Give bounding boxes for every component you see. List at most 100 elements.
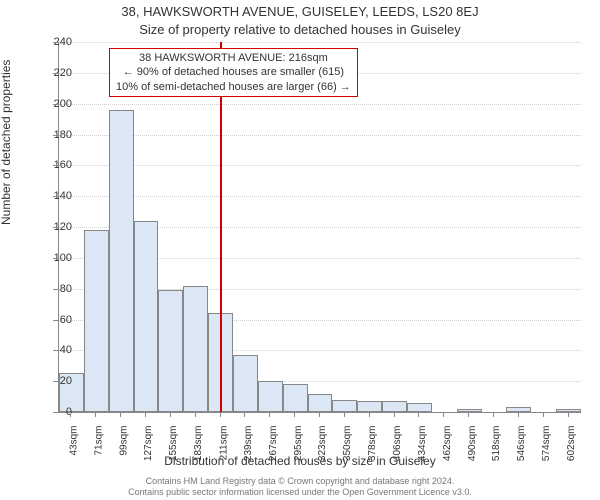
annotation-line-3: 10% of semi-detached houses are larger (… <box>116 80 351 94</box>
x-tick-label: 546sqm <box>516 426 527 462</box>
y-tick-label: 40 <box>32 344 72 356</box>
histogram-bar <box>506 407 531 412</box>
y-tick <box>53 258 58 259</box>
x-tick-label: 602sqm <box>566 426 577 462</box>
y-tick-label: 120 <box>32 221 72 233</box>
x-tick <box>319 412 320 417</box>
histogram-bar <box>84 230 109 412</box>
histogram-bar <box>357 401 382 412</box>
x-tick-label: 155sqm <box>168 426 179 462</box>
x-tick-label: 43sqm <box>69 426 80 456</box>
y-tick <box>53 412 58 413</box>
x-tick <box>543 412 544 417</box>
histogram-bar <box>308 394 333 413</box>
histogram-bar <box>183 286 208 412</box>
grid-line <box>59 135 581 136</box>
grid-line <box>59 165 581 166</box>
chart-subtitle: Size of property relative to detached ho… <box>0 22 600 37</box>
y-tick <box>53 165 58 166</box>
x-tick <box>244 412 245 417</box>
x-tick <box>120 412 121 417</box>
histogram-bar <box>382 401 407 412</box>
x-tick-label: 490sqm <box>467 426 478 462</box>
y-tick <box>53 381 58 382</box>
marker-line <box>220 42 222 412</box>
y-tick <box>53 73 58 74</box>
x-tick <box>493 412 494 417</box>
y-tick-label: 200 <box>32 98 72 110</box>
annotation-line-2: ← 90% of detached houses are smaller (61… <box>116 65 351 79</box>
annotation-box: 38 HAWKSWORTH AVENUE: 216sqm ← 90% of de… <box>109 48 358 97</box>
x-tick <box>344 412 345 417</box>
x-tick-label: 518sqm <box>492 426 503 462</box>
y-tick <box>53 135 58 136</box>
x-tick-label: 323sqm <box>318 426 329 462</box>
y-tick <box>53 289 58 290</box>
grid-line <box>59 196 581 197</box>
grid-line <box>59 42 581 43</box>
x-tick <box>369 412 370 417</box>
x-tick <box>145 412 146 417</box>
x-tick-label: 183sqm <box>193 426 204 462</box>
x-tick <box>220 412 221 417</box>
y-axis-label: Number of detached properties <box>0 60 13 225</box>
x-tick-label: 378sqm <box>367 426 378 462</box>
histogram-bar <box>556 409 581 412</box>
histogram-bar <box>158 290 183 412</box>
grid-line <box>59 104 581 105</box>
x-tick-label: 406sqm <box>392 426 403 462</box>
x-tick <box>518 412 519 417</box>
footer-text: Contains HM Land Registry data © Crown c… <box>0 476 600 499</box>
x-tick-label: 211sqm <box>218 426 229 461</box>
y-tick-label: 140 <box>32 190 72 202</box>
x-tick-label: 127sqm <box>144 426 155 462</box>
x-tick <box>468 412 469 417</box>
x-tick-label: 350sqm <box>342 426 353 462</box>
x-tick-label: 434sqm <box>417 426 428 462</box>
x-tick-label: 295sqm <box>293 426 304 462</box>
x-tick-label: 462sqm <box>442 426 453 462</box>
x-tick-label: 267sqm <box>268 426 279 462</box>
y-tick <box>53 104 58 105</box>
chart-container: 38, HAWKSWORTH AVENUE, GUISELEY, LEEDS, … <box>0 0 600 500</box>
y-tick <box>53 350 58 351</box>
y-tick-label: 80 <box>32 283 72 295</box>
y-tick <box>53 320 58 321</box>
footer-line-2: Contains public sector information licen… <box>0 487 600 498</box>
x-tick-label: 71sqm <box>94 426 105 456</box>
y-tick-label: 20 <box>32 375 72 387</box>
y-tick <box>53 196 58 197</box>
x-tick <box>70 412 71 417</box>
y-tick-label: 220 <box>32 67 72 79</box>
footer-line-1: Contains HM Land Registry data © Crown c… <box>0 476 600 487</box>
histogram-bar <box>233 355 258 412</box>
y-tick <box>53 227 58 228</box>
x-tick <box>170 412 171 417</box>
histogram-bar <box>258 381 283 412</box>
y-tick-label: 100 <box>32 252 72 264</box>
annotation-line-1: 38 HAWKSWORTH AVENUE: 216sqm <box>116 51 351 65</box>
x-tick-label: 574sqm <box>541 426 552 462</box>
y-tick-label: 160 <box>32 159 72 171</box>
histogram-bar <box>407 403 432 412</box>
y-tick-label: 0 <box>32 406 72 418</box>
histogram-bar <box>283 384 308 412</box>
x-tick-label: 239sqm <box>243 426 254 462</box>
x-tick <box>269 412 270 417</box>
histogram-bar <box>134 221 159 412</box>
plot-area: 38 HAWKSWORTH AVENUE: 216sqm ← 90% of de… <box>58 42 581 413</box>
x-tick <box>443 412 444 417</box>
y-tick <box>53 42 58 43</box>
x-tick <box>568 412 569 417</box>
x-tick <box>95 412 96 417</box>
chart-title: 38, HAWKSWORTH AVENUE, GUISELEY, LEEDS, … <box>0 4 600 19</box>
histogram-bar <box>332 400 357 412</box>
x-tick <box>394 412 395 417</box>
x-tick <box>195 412 196 417</box>
y-tick-label: 240 <box>32 36 72 48</box>
histogram-bar <box>109 110 134 412</box>
x-tick <box>418 412 419 417</box>
y-tick-label: 60 <box>32 314 72 326</box>
y-tick-label: 180 <box>32 129 72 141</box>
x-tick-label: 99sqm <box>119 426 130 456</box>
